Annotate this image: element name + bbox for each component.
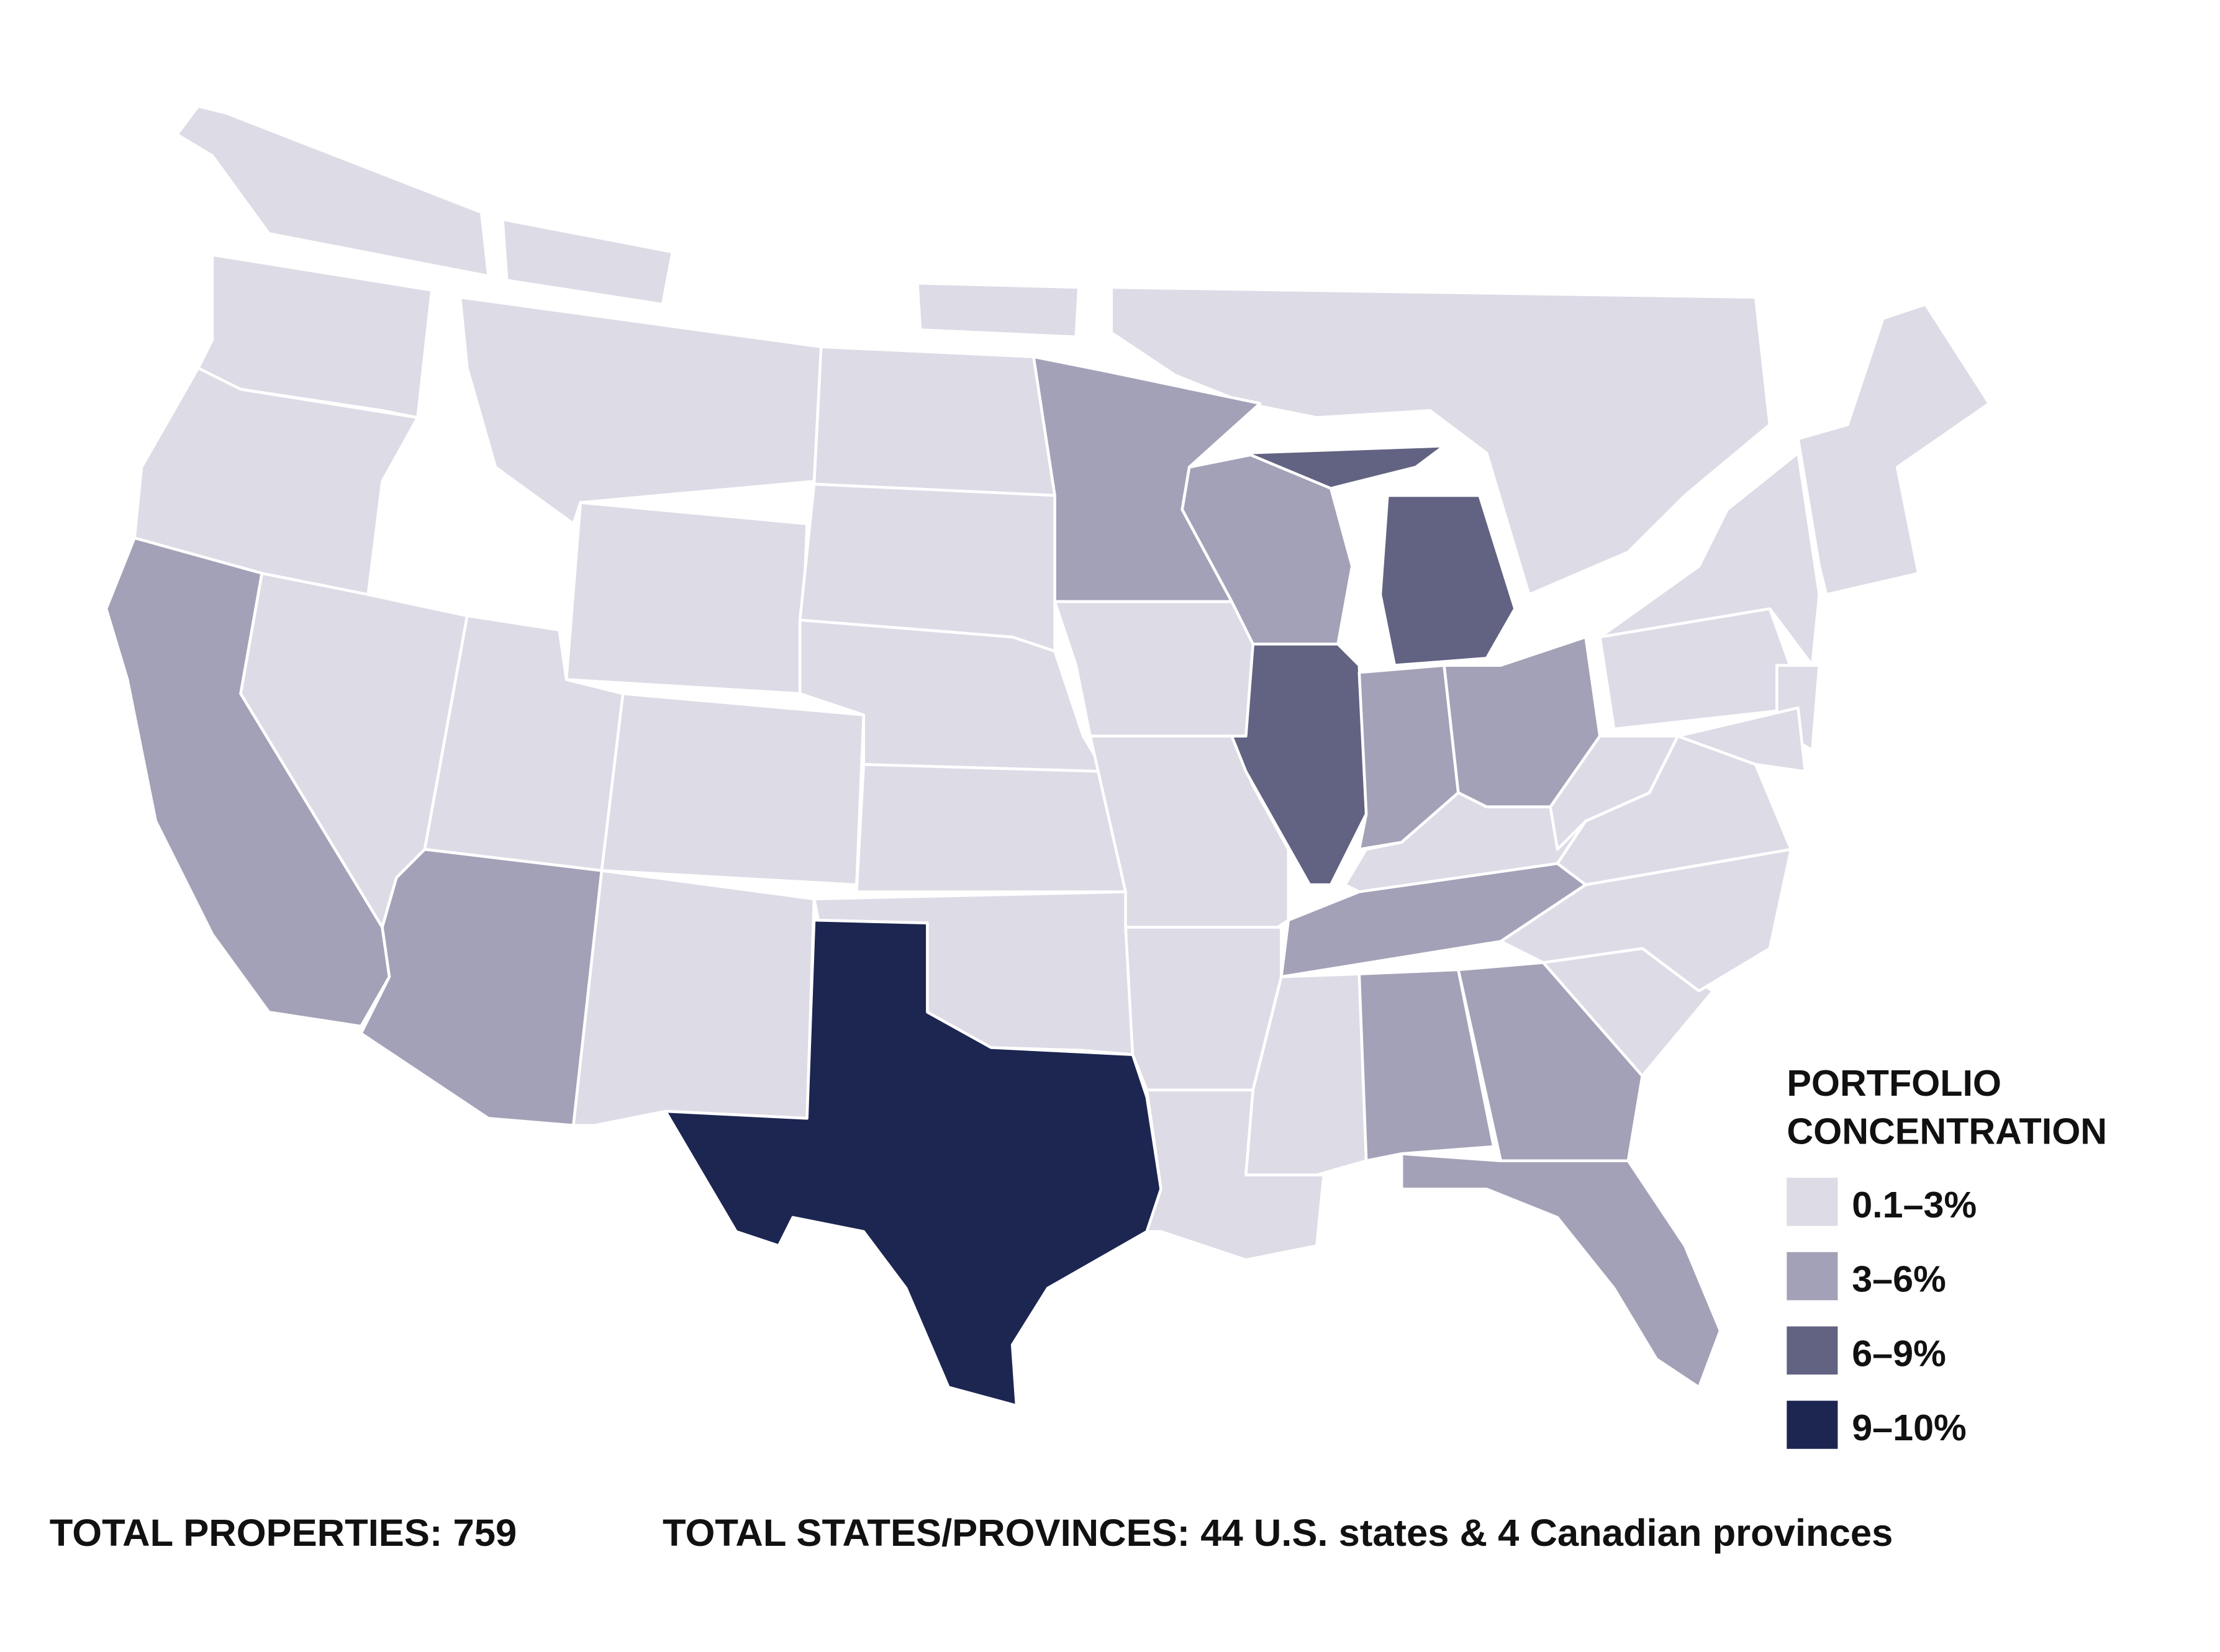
legend-title: CONCENTRATION — [1787, 1110, 2107, 1152]
regions — [104, 104, 1991, 1407]
region — [1230, 643, 1368, 887]
footer-properties: TOTAL PROPERTIES: 759 — [50, 1512, 517, 1555]
region — [855, 763, 1127, 893]
region — [360, 847, 604, 1127]
region — [600, 692, 866, 887]
region — [1400, 1152, 1722, 1389]
region — [1598, 451, 1821, 667]
legend-swatch — [1787, 1178, 1838, 1226]
region — [1357, 968, 1495, 1163]
legend-swatch — [1787, 1252, 1838, 1301]
region — [664, 918, 1162, 1407]
legend-label: 0.1–3% — [1852, 1184, 1977, 1225]
legend-items: 0.1–3% 3–6% 6–9% 9–10% — [1787, 1178, 1977, 1449]
region — [1053, 600, 1255, 738]
legend-title: PORTFOLIO — [1787, 1062, 2001, 1104]
region — [1379, 494, 1516, 667]
region — [572, 869, 816, 1127]
legend: PORTFOLIO CONCENTRATION 0.1–3% 3–6% 6–9% 9–… — [1787, 1062, 2107, 1449]
legend-label: 9–10% — [1852, 1407, 1967, 1448]
legend-label: 3–6% — [1852, 1258, 1946, 1300]
region — [1244, 444, 1446, 490]
legend-label: 6–9% — [1852, 1332, 1946, 1374]
region — [812, 345, 1056, 497]
region — [175, 104, 490, 278]
footer-states: TOTAL STATES/PROVINCES: 44 U.S. states &… — [663, 1512, 1893, 1555]
region — [1676, 706, 1807, 773]
region — [916, 281, 1081, 338]
region — [1549, 734, 1680, 851]
legend-swatch — [1787, 1326, 1838, 1375]
region — [501, 218, 674, 306]
region — [1457, 961, 1644, 1163]
region — [564, 501, 809, 695]
legend-swatch — [1787, 1401, 1838, 1449]
region — [1110, 286, 1772, 596]
region — [1796, 302, 1991, 596]
